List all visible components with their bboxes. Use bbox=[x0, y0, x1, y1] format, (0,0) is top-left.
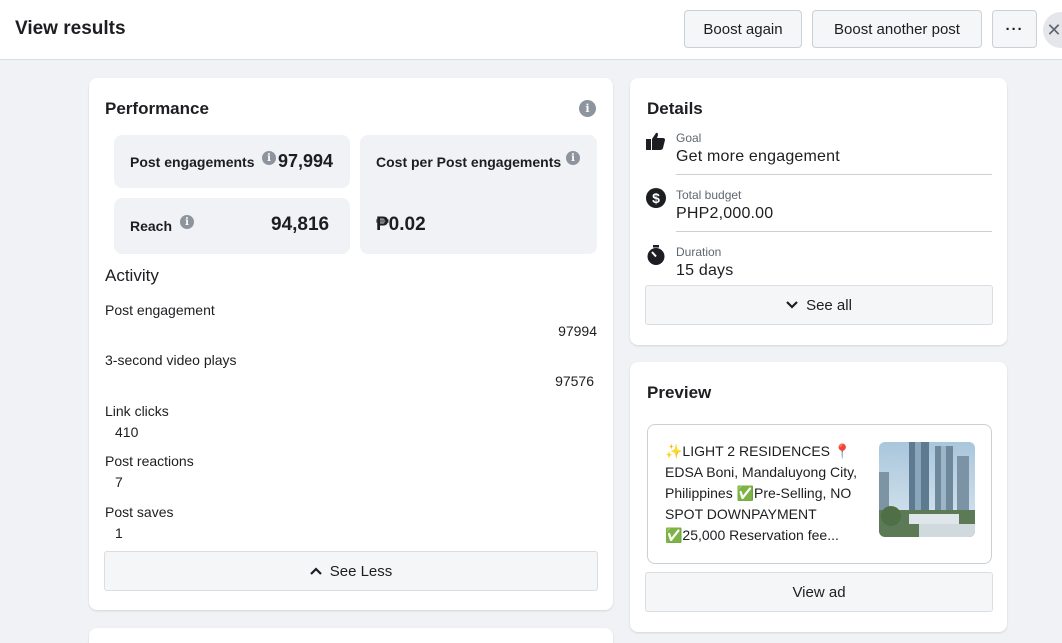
activity-label: 3-second video plays bbox=[105, 352, 237, 368]
see-less-button[interactable]: See Less bbox=[104, 551, 598, 591]
more-options-button[interactable]: ··· bbox=[992, 10, 1037, 48]
info-icon[interactable]: i bbox=[579, 100, 596, 117]
activity-title: Activity bbox=[105, 266, 159, 285]
activity-value: 7 bbox=[115, 474, 123, 490]
activity-value: 1 bbox=[115, 525, 123, 541]
reach-metric: Reach i 94,816 bbox=[114, 198, 350, 254]
performance-card: Performance i Post engagements i 97,994 … bbox=[89, 78, 613, 610]
performance-title: Performance bbox=[105, 99, 209, 118]
divider bbox=[676, 174, 992, 175]
close-button[interactable]: ✕ bbox=[1043, 12, 1062, 48]
view-ad-label: View ad bbox=[792, 583, 846, 601]
total-budget-value: PHP2,000.00 bbox=[676, 205, 774, 222]
activity-value: 97576 bbox=[555, 373, 594, 389]
stopwatch-icon bbox=[647, 245, 665, 265]
ad-preview-text: ✨LIGHT 2 RESIDENCES 📍 EDSA Boni, Mandalu… bbox=[665, 443, 857, 543]
close-icon: ✕ bbox=[1046, 19, 1062, 40]
duration-label: Duration bbox=[676, 245, 722, 259]
preview-card: Preview ✨LIGHT 2 RESIDENCES 📍 EDSA Boni,… bbox=[630, 362, 1007, 632]
reach-label: Reach bbox=[130, 218, 173, 234]
ad-thumbnail bbox=[879, 442, 975, 537]
view-ad-button[interactable]: View ad bbox=[645, 572, 993, 612]
page-title: View results bbox=[15, 18, 126, 39]
boost-another-post-button[interactable]: Boost another post bbox=[812, 10, 982, 48]
info-icon[interactable]: i bbox=[262, 151, 276, 165]
post-engagements-value: 97,994 bbox=[278, 151, 334, 171]
activity-value: 97994 bbox=[558, 323, 597, 339]
chevron-up-icon bbox=[309, 567, 322, 575]
preview-title: Preview bbox=[647, 383, 712, 402]
see-less-label: See Less bbox=[329, 562, 393, 580]
duration-value: 15 days bbox=[676, 262, 734, 279]
goal-label: Goal bbox=[676, 131, 702, 145]
info-icon[interactable]: i bbox=[566, 151, 580, 165]
svg-text:$: $ bbox=[652, 190, 660, 206]
chevron-down-icon bbox=[786, 301, 798, 309]
cost-per-engagement-value: ₱0.02 bbox=[376, 214, 426, 235]
top-bar: View results Boost again Boost another p… bbox=[0, 0, 1062, 60]
see-all-label: See all bbox=[806, 296, 852, 314]
dollar-icon: $ bbox=[646, 188, 666, 208]
ad-preview[interactable]: ✨LIGHT 2 RESIDENCES 📍 EDSA Boni, Mandalu… bbox=[647, 424, 992, 564]
activity-label: Post reactions bbox=[105, 453, 194, 469]
post-engagements-label: Post engagements bbox=[130, 154, 255, 170]
goal-value: Get more engagement bbox=[676, 148, 840, 165]
activity-label: Link clicks bbox=[105, 403, 169, 419]
boost-again-button[interactable]: Boost again bbox=[684, 10, 802, 48]
activity-value: 410 bbox=[115, 424, 139, 440]
info-icon[interactable]: i bbox=[180, 215, 194, 229]
activity-label: Post engagement bbox=[105, 302, 215, 318]
cost-per-engagement-label: Cost per Post engagements bbox=[376, 154, 562, 170]
post-engagements-metric: Post engagements i 97,994 bbox=[114, 135, 350, 188]
divider bbox=[676, 231, 992, 232]
activity-label: Post saves bbox=[105, 504, 174, 520]
thumbs-up-icon bbox=[646, 132, 665, 150]
details-title: Details bbox=[647, 99, 703, 118]
total-budget-label: Total budget bbox=[676, 188, 742, 202]
reach-value: 94,816 bbox=[271, 214, 330, 235]
next-card bbox=[89, 628, 613, 643]
see-all-button[interactable]: See all bbox=[645, 285, 993, 325]
cost-per-engagement-metric: Cost per Post engagements i ₱0.02 bbox=[360, 135, 597, 254]
details-card: Details Goal Get more engagement $ Total… bbox=[630, 78, 1007, 345]
